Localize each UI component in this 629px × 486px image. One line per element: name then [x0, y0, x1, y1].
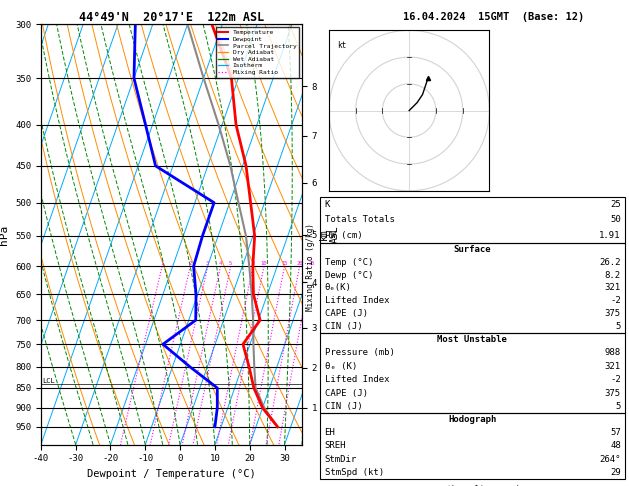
- Text: CIN (J): CIN (J): [325, 322, 362, 331]
- Text: CAPE (J): CAPE (J): [325, 388, 367, 398]
- Text: 10: 10: [261, 261, 267, 266]
- Text: 5: 5: [229, 261, 232, 266]
- Text: 8.2: 8.2: [604, 271, 621, 279]
- Text: Temp (°C): Temp (°C): [325, 258, 373, 267]
- Text: StmSpd (kt): StmSpd (kt): [325, 468, 384, 477]
- Text: 321: 321: [604, 283, 621, 293]
- Text: 4: 4: [219, 261, 222, 266]
- Text: 8: 8: [252, 261, 255, 266]
- Text: PW (cm): PW (cm): [325, 231, 362, 240]
- Text: CIN (J): CIN (J): [325, 402, 362, 411]
- Text: 16.04.2024  15GMT  (Base: 12): 16.04.2024 15GMT (Base: 12): [403, 12, 584, 22]
- Text: 5: 5: [615, 402, 621, 411]
- Y-axis label: hPa: hPa: [0, 225, 9, 244]
- Legend: Temperature, Dewpoint, Parcel Trajectory, Dry Adiabat, Wet Adiabat, Isotherm, Mi: Temperature, Dewpoint, Parcel Trajectory…: [216, 27, 299, 78]
- Text: 15: 15: [281, 261, 288, 266]
- Text: 375: 375: [604, 388, 621, 398]
- Text: StmDir: StmDir: [325, 454, 357, 464]
- Text: 50: 50: [610, 215, 621, 225]
- Text: Lifted Index: Lifted Index: [325, 296, 389, 305]
- Text: SREH: SREH: [325, 441, 346, 451]
- Text: -2: -2: [610, 296, 621, 305]
- Text: Most Unstable: Most Unstable: [437, 335, 507, 344]
- Text: EH: EH: [325, 428, 335, 437]
- Text: Hodograph: Hodograph: [448, 415, 496, 424]
- Text: 5: 5: [615, 322, 621, 331]
- Text: CAPE (J): CAPE (J): [325, 309, 367, 318]
- Text: Totals Totals: Totals Totals: [325, 215, 394, 225]
- Text: 321: 321: [604, 362, 621, 371]
- Text: Dewp (°C): Dewp (°C): [325, 271, 373, 279]
- Text: Surface: Surface: [454, 245, 491, 254]
- Text: 20: 20: [296, 261, 303, 266]
- Text: © weatheronline.co.uk: © weatheronline.co.uk: [423, 485, 521, 486]
- Text: 25: 25: [610, 200, 621, 209]
- Text: 1: 1: [160, 261, 164, 266]
- Text: θₑ (K): θₑ (K): [325, 362, 357, 371]
- Text: 26.2: 26.2: [599, 258, 621, 267]
- Text: 29: 29: [610, 468, 621, 477]
- Text: K: K: [325, 200, 330, 209]
- Text: Mixing Ratio (g/kg): Mixing Ratio (g/kg): [306, 224, 314, 311]
- Text: 264°: 264°: [599, 454, 621, 464]
- Text: 988: 988: [604, 348, 621, 358]
- Text: LCL: LCL: [42, 378, 55, 384]
- Text: Lifted Index: Lifted Index: [325, 375, 389, 384]
- Text: θₑ(K): θₑ(K): [325, 283, 352, 293]
- Text: 57: 57: [610, 428, 621, 437]
- Title: 44°49'N  20°17'E  122m ASL: 44°49'N 20°17'E 122m ASL: [79, 11, 264, 24]
- Y-axis label: km
ASL: km ASL: [318, 226, 340, 243]
- Text: 3: 3: [206, 261, 209, 266]
- Text: -2: -2: [610, 375, 621, 384]
- Text: 25: 25: [308, 261, 314, 266]
- Text: 48: 48: [610, 441, 621, 451]
- X-axis label: Dewpoint / Temperature (°C): Dewpoint / Temperature (°C): [87, 469, 256, 479]
- Text: 1.91: 1.91: [599, 231, 621, 240]
- Text: Pressure (mb): Pressure (mb): [325, 348, 394, 358]
- Text: kt: kt: [337, 41, 346, 50]
- Text: 2: 2: [189, 261, 192, 266]
- Text: 375: 375: [604, 309, 621, 318]
